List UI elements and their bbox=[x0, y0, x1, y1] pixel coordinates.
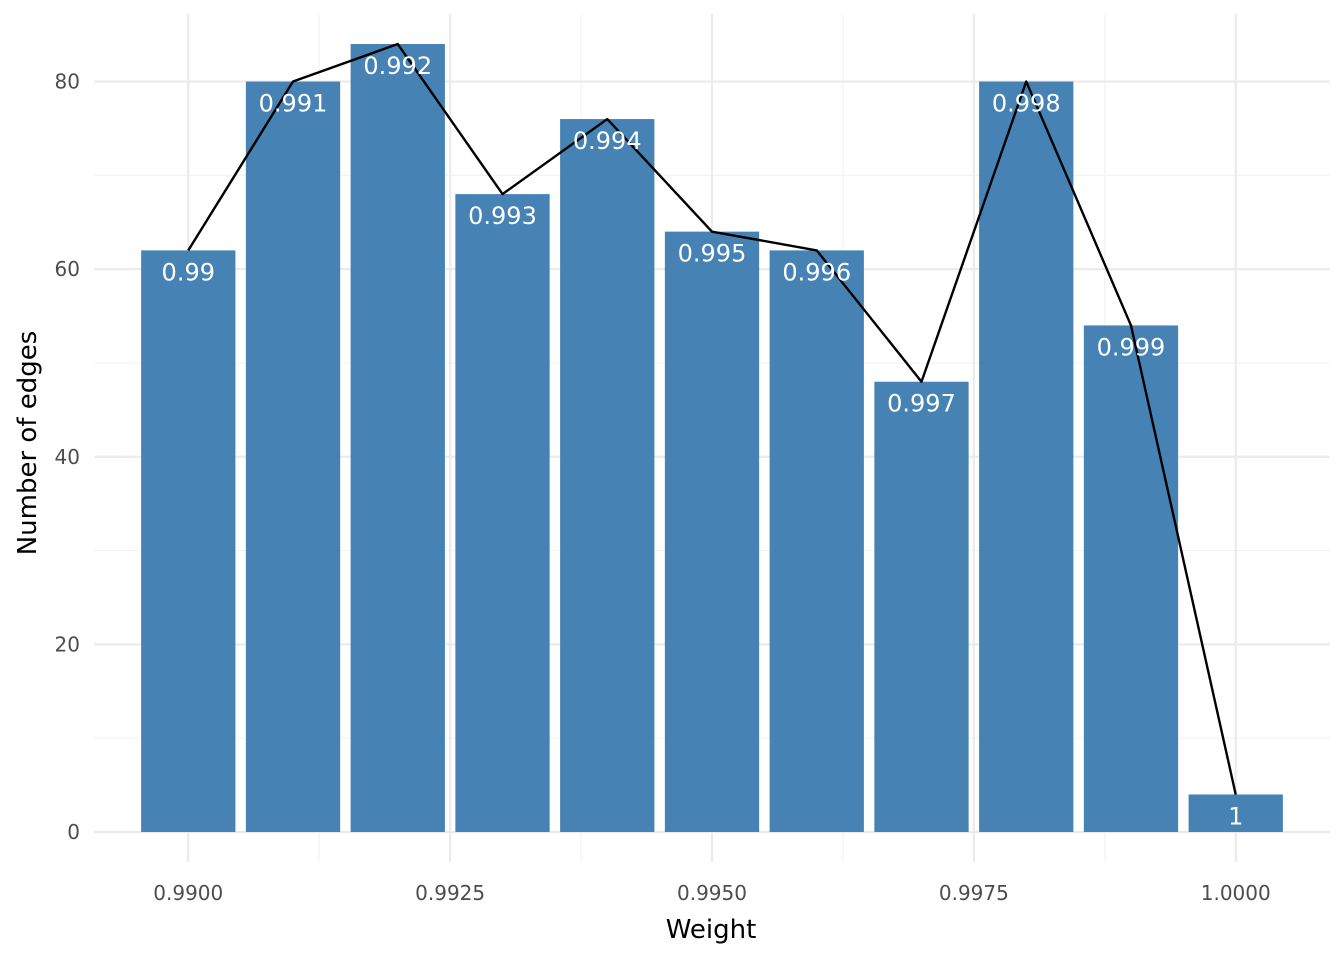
y-axis-title: Number of edges bbox=[13, 331, 43, 556]
bar bbox=[455, 194, 550, 832]
trend-line-path bbox=[187, 42, 1237, 795]
x-tick-label: 1.0000 bbox=[1201, 881, 1271, 905]
bar-label: 0.998 bbox=[992, 90, 1061, 118]
y-tick-label: 60 bbox=[55, 257, 80, 281]
bar-label: 1 bbox=[1228, 802, 1243, 830]
x-axis-title: Weight bbox=[666, 915, 757, 945]
bar-labels: 0.99 0.991 0.992 0.993 0.994 0.995 0.996 0.997 0… bbox=[162, 52, 1244, 830]
bar-label: 0.991 bbox=[259, 90, 328, 118]
bar-label: 0.996 bbox=[782, 258, 851, 286]
bar-label: 0.993 bbox=[468, 202, 537, 230]
bar-label: 0.99 bbox=[162, 258, 215, 286]
bar-label: 0.995 bbox=[678, 240, 747, 268]
x-tick-label: 0.9925 bbox=[415, 881, 485, 905]
y-tick-label: 0 bbox=[67, 820, 80, 844]
bar bbox=[350, 44, 445, 832]
x-axis-ticks: 0.9900 0.9925 0.9950 0.9975 1.0000 bbox=[153, 881, 1270, 905]
bar bbox=[560, 119, 655, 833]
bar-label: 0.999 bbox=[1097, 333, 1166, 361]
bar-label: 0.994 bbox=[573, 127, 642, 155]
bar bbox=[245, 81, 341, 833]
bar bbox=[1083, 325, 1179, 832]
y-tick-label: 20 bbox=[55, 632, 80, 656]
bar bbox=[664, 231, 760, 832]
x-tick-label: 0.9900 bbox=[153, 881, 223, 905]
y-axis-ticks: 0 20 40 60 80 bbox=[55, 70, 80, 844]
bar-label: 0.997 bbox=[887, 390, 956, 418]
trend-line bbox=[187, 42, 1237, 795]
bar bbox=[874, 381, 969, 832]
bar bbox=[141, 250, 236, 832]
bar bbox=[769, 250, 864, 832]
bar bbox=[1188, 794, 1283, 832]
x-tick-label: 0.9975 bbox=[939, 881, 1009, 905]
bar-label: 0.992 bbox=[363, 52, 432, 80]
x-tick-label: 0.9950 bbox=[677, 881, 747, 905]
y-tick-label: 80 bbox=[55, 70, 80, 94]
bar bbox=[979, 81, 1074, 833]
bars bbox=[141, 44, 1283, 833]
y-tick-label: 40 bbox=[55, 445, 80, 469]
